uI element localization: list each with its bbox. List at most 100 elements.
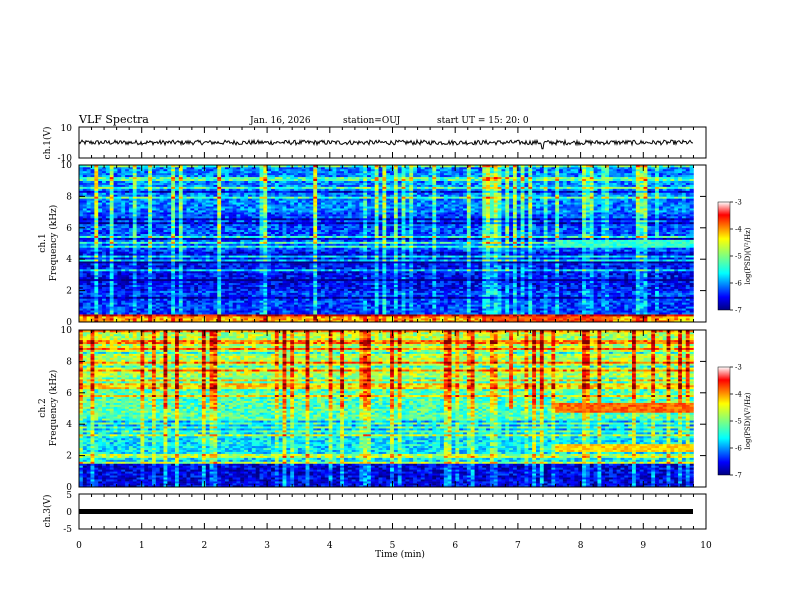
spectrogram-cell	[674, 269, 679, 272]
spectrogram-cell	[539, 269, 544, 272]
spectrogram-cell	[666, 286, 671, 289]
spectrogram-cell	[367, 282, 372, 286]
spectrogram-cell	[593, 306, 598, 309]
spectrogram-cell	[351, 318, 356, 321]
spectrogram-cell	[455, 304, 460, 307]
spectrogram-cell	[309, 288, 314, 291]
spectrogram-cell	[528, 300, 533, 303]
spectrogram-cell	[628, 302, 633, 305]
spectrogram-cell	[336, 278, 341, 282]
spectrogram-cell	[386, 278, 391, 282]
spectrogram-cell	[251, 276, 256, 280]
spectrogram-cell	[367, 314, 372, 317]
spectrogram-cell	[263, 272, 268, 276]
spectrogram-cell	[459, 286, 464, 289]
spectrogram-cell	[578, 300, 583, 303]
spectrogram-cell	[294, 261, 299, 264]
spectrogram-cell	[148, 290, 153, 293]
spectrogram-cell	[228, 284, 233, 287]
spectrogram-cell	[566, 316, 571, 319]
spectrogram-cell	[328, 265, 333, 268]
spectrogram-cell	[635, 265, 640, 268]
spectrogram-cell	[236, 312, 241, 315]
spectrogram-cell	[98, 292, 103, 295]
spectrogram-cell	[148, 318, 153, 321]
spectrogram-cell	[198, 294, 203, 297]
spectrogram-cell	[528, 267, 533, 270]
spectrogram-cell	[102, 304, 107, 307]
spectrogram-cell	[647, 280, 652, 284]
spectrogram-cell	[378, 316, 383, 319]
spectrogram-cell	[324, 290, 329, 293]
spectrogram-cell	[416, 304, 422, 307]
spectrogram-cell	[405, 278, 410, 282]
spectrogram-cell	[612, 312, 617, 315]
spectrogram-cell	[182, 261, 187, 264]
spectrogram-cell	[539, 314, 544, 317]
spectrogram-cell	[186, 274, 191, 278]
spectrogram-cell	[221, 302, 226, 305]
spectrogram-cell	[605, 308, 610, 311]
spectrogram-cell	[597, 288, 602, 291]
spectrogram-cell	[516, 269, 521, 272]
spectrogram-cell	[317, 304, 322, 307]
spectrogram-cell	[509, 282, 514, 286]
spectrogram-cell	[90, 284, 95, 287]
spectrogram-cell	[186, 270, 191, 274]
spectrogram-cell	[397, 296, 402, 299]
spectrogram-cell	[213, 308, 218, 311]
spectrogram-cell	[297, 282, 303, 286]
spectrogram-cell	[113, 312, 118, 315]
spectrogram-cell	[182, 306, 187, 309]
spectrogram-cell	[213, 288, 218, 291]
spectrogram-cell	[382, 290, 387, 293]
spectrogram-cell	[532, 306, 537, 309]
spectrogram-cell	[236, 292, 241, 295]
spectrogram-cell	[551, 320, 556, 323]
spectrogram-cell	[324, 265, 329, 268]
spectrogram-cell	[409, 308, 414, 311]
spectrogram-cell	[489, 310, 495, 313]
spectrogram-cell	[505, 290, 510, 293]
spectrogram-cell	[263, 298, 268, 301]
spectrogram-cell	[539, 306, 544, 309]
spectrogram-cell	[432, 263, 437, 266]
spectrogram-cell	[608, 292, 614, 295]
spectrogram-cell	[420, 282, 425, 286]
spectrogram-cell	[539, 278, 544, 282]
spectrogram-cell	[201, 306, 207, 309]
spectrogram-cell	[405, 276, 410, 280]
spectrogram-cell	[224, 270, 230, 274]
spectrogram-cell	[359, 263, 364, 266]
spectrogram-cell	[597, 298, 602, 301]
spectrogram-cell	[102, 269, 107, 272]
spectrogram-cell	[182, 292, 187, 295]
spectrogram-cell	[562, 302, 568, 305]
spectrogram-cell	[113, 263, 118, 266]
spectrogram-cell	[175, 306, 180, 309]
spectrogram-cell	[616, 288, 621, 291]
spectrogram-cell	[562, 288, 568, 291]
spectrogram-cell	[194, 312, 199, 315]
spectrogram-cell	[232, 267, 237, 270]
spectrogram-cell	[313, 304, 318, 307]
spectrogram-cell	[255, 296, 260, 299]
spectrogram-cell	[424, 286, 429, 289]
spectrogram-cell	[309, 272, 314, 276]
spectrogram-cell	[320, 306, 326, 309]
spectrogram-cell	[582, 298, 587, 301]
spectrogram-cell	[370, 278, 376, 282]
spectrogram-cell	[501, 261, 506, 264]
spectrogram-cell	[282, 294, 287, 297]
spectrogram-cell	[589, 278, 594, 282]
spectrogram-cell	[244, 296, 249, 299]
spectrogram-cell	[662, 278, 667, 282]
spectrogram-cell	[151, 308, 157, 311]
spectrogram-cell	[570, 300, 575, 303]
spectrogram-cell	[79, 298, 84, 301]
spectrogram-cell	[597, 272, 602, 276]
spectrogram-cell	[593, 312, 598, 315]
spectrogram-cell	[474, 265, 479, 268]
spectrogram-cell	[244, 282, 249, 286]
spectrogram-cell	[443, 272, 448, 276]
